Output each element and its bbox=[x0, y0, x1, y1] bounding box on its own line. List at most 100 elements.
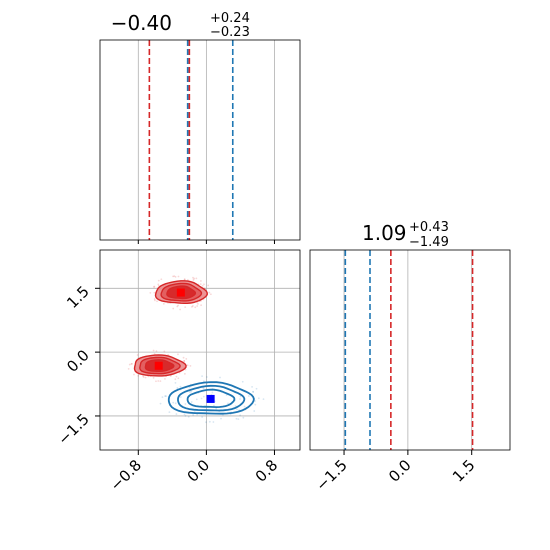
sample-1-0-41 bbox=[184, 403, 187, 405]
hist-y-xtick-label-0: −1.5 bbox=[312, 456, 350, 494]
sample-1-0-58 bbox=[172, 401, 175, 404]
sample-0-1-70 bbox=[155, 350, 158, 353]
sample-0-0-67 bbox=[194, 306, 197, 309]
sample-1-0-20 bbox=[212, 421, 215, 423]
sample-1-0-51 bbox=[251, 385, 253, 388]
histogram-y-ticks: −1.5 0.0 1.5 bbox=[312, 450, 479, 495]
sample-0-1-41 bbox=[177, 377, 180, 380]
title-y-plus: +0.43 bbox=[409, 220, 449, 235]
sample-1-0-65 bbox=[165, 395, 167, 398]
sample-0-0-25 bbox=[157, 283, 160, 286]
sample-0-1-18 bbox=[159, 380, 162, 383]
sample-0-1-49 bbox=[182, 356, 185, 359]
sample-1-0-3 bbox=[255, 387, 258, 390]
sample-1-0-70 bbox=[236, 408, 238, 411]
sample-0-0-32 bbox=[207, 284, 210, 287]
sample-1-0-12 bbox=[213, 404, 215, 407]
sample-0-0-66 bbox=[196, 305, 199, 307]
sample-0-0-18 bbox=[156, 300, 158, 303]
sample-1-0-28 bbox=[239, 414, 242, 417]
scatter-xtick-label-0: −0.8 bbox=[107, 456, 145, 494]
sample-1-0-40 bbox=[215, 407, 218, 410]
sample-1-0-39 bbox=[239, 398, 241, 400]
sample-0-0-50 bbox=[203, 283, 205, 286]
title-y-minus: −1.49 bbox=[409, 235, 449, 250]
title-x-plus: +0.24 bbox=[210, 11, 250, 26]
sample-1-0-86 bbox=[195, 398, 198, 401]
sample-0-1-5 bbox=[174, 378, 177, 381]
sample-0-1-69 bbox=[136, 354, 139, 356]
sample-0-1-24 bbox=[137, 374, 140, 377]
sample-1-0-67 bbox=[239, 395, 242, 398]
title-param-x: −0.40 +0.24 −0.23 bbox=[111, 11, 250, 40]
sample-0-0-63 bbox=[200, 304, 202, 307]
sample-0-1-32 bbox=[183, 360, 186, 363]
sample-0-1-81 bbox=[177, 353, 179, 356]
sample-0-0-31 bbox=[177, 275, 180, 278]
sample-0-0-44 bbox=[183, 278, 186, 281]
sample-0-0-47 bbox=[183, 278, 186, 281]
scatter-bg bbox=[100, 250, 300, 450]
sample-0-0-61 bbox=[192, 279, 195, 281]
hist-y-xtick-label-2: 1.5 bbox=[449, 456, 479, 486]
sample-1-0-37 bbox=[168, 411, 171, 414]
sample-0-1-77 bbox=[142, 375, 144, 377]
sample-1-0-83 bbox=[241, 380, 244, 383]
sample-1-0-24 bbox=[254, 403, 257, 406]
histogram-x-panel bbox=[99, 39, 301, 241]
hist-y-border bbox=[309, 249, 511, 451]
sample-1-0-57 bbox=[248, 395, 250, 397]
sample-1-0-64 bbox=[159, 402, 162, 405]
sample-1-0-66 bbox=[188, 386, 191, 389]
sample-0-0-46 bbox=[193, 277, 196, 280]
sample-0-0-58 bbox=[153, 291, 156, 294]
sample-0-1-57 bbox=[189, 364, 192, 367]
sample-0-0-9 bbox=[208, 291, 211, 294]
sample-1-0-73 bbox=[243, 405, 246, 408]
sample-0-0-75 bbox=[149, 291, 152, 294]
sample-0-1-1 bbox=[185, 358, 188, 360]
sample-0-0-2 bbox=[157, 279, 160, 282]
scatter-ytick-label-0: −1.5 bbox=[54, 410, 92, 448]
sample-0-1-6 bbox=[152, 349, 155, 352]
sample-0-0-70 bbox=[176, 305, 179, 308]
sample-0-1-27 bbox=[163, 350, 166, 353]
scatter-contour-panel bbox=[99, 249, 301, 451]
sample-0-1-78 bbox=[183, 359, 186, 362]
sample-0-0-89 bbox=[179, 308, 182, 311]
sample-0-0-39 bbox=[201, 284, 204, 287]
sample-0-0-86 bbox=[190, 305, 193, 308]
sample-1-0-43 bbox=[242, 416, 245, 419]
sample-0-0-21 bbox=[209, 293, 212, 296]
sample-1-0-89 bbox=[161, 396, 164, 399]
scatter-ytick-label-1: 0.0 bbox=[63, 346, 93, 376]
sample-1-0-27 bbox=[190, 401, 193, 403]
scatter-ytick-label-2: 1.5 bbox=[63, 282, 93, 312]
sample-1-0-71 bbox=[174, 381, 177, 384]
sample-1-0-78 bbox=[202, 387, 205, 390]
sample-1-0-61 bbox=[190, 390, 193, 393]
sample-1-0-0 bbox=[235, 417, 238, 420]
mode-marker-0-1 bbox=[154, 361, 163, 370]
sample-1-0-8 bbox=[201, 375, 203, 378]
sample-0-0-16 bbox=[197, 303, 199, 305]
sample-1-0-80 bbox=[252, 390, 254, 393]
sample-0-0-68 bbox=[199, 280, 202, 282]
sample-0-1-4 bbox=[144, 376, 147, 379]
sample-1-0-72 bbox=[205, 376, 208, 378]
sample-1-0-26 bbox=[175, 413, 178, 415]
sample-1-0-59 bbox=[262, 398, 265, 401]
sample-0-0-19 bbox=[184, 306, 187, 309]
mode-marker-1-0 bbox=[206, 394, 215, 403]
scatter-xtick-label-1: 0.0 bbox=[184, 456, 214, 486]
sample-1-0-6 bbox=[187, 415, 190, 418]
sample-0-1-62 bbox=[127, 367, 130, 370]
hist-y-bg bbox=[310, 250, 510, 450]
sample-0-0-77 bbox=[153, 286, 155, 288]
sample-1-0-45 bbox=[211, 391, 214, 394]
sample-1-0-31 bbox=[205, 421, 207, 424]
sample-1-0-85 bbox=[176, 386, 179, 389]
sample-0-0-11 bbox=[154, 299, 156, 302]
sample-1-0-4 bbox=[192, 414, 195, 416]
